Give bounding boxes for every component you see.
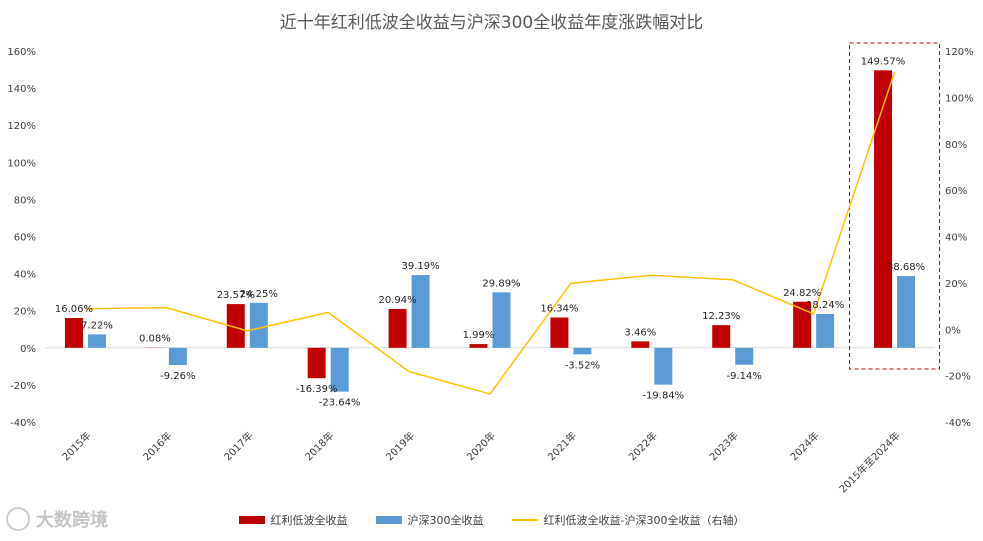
category-tick-label: 2015年至2024年 [836,429,902,495]
right-axis-tick-label: 120% [945,47,974,58]
category-tick-label: 2021年 [545,429,579,463]
category-tick-label: 2017年 [221,429,255,463]
bar-dividend [226,304,245,348]
data-label-dividend: 149.57% [861,56,906,67]
right-axis-tick-label: -20% [945,372,971,383]
bar-dividend [388,308,407,348]
legend-swatch-hs300 [375,516,402,524]
category-tick-label: 2015年 [59,429,93,463]
legend-item-difference: 红利低波全收益-沪深300全收益（右轴） [511,512,745,528]
right-axis-tick-label: 20% [945,279,967,290]
right-axis-tick-label: 60% [945,186,967,197]
data-label-dividend: -16.39% [296,384,338,395]
bar-hs300 [735,347,754,365]
bar-hs300 [249,302,268,348]
bar-hs300 [330,347,349,392]
legend-item-hs300: 沪深300全收益 [375,512,484,528]
data-label-dividend: 1.99% [463,330,495,341]
legend-label-dividend: 红利低波全收益 [270,514,348,527]
right-axis-tick-label: 100% [945,93,974,104]
legend-swatch-difference [511,519,538,521]
data-label-hs300: 24.25% [240,289,278,300]
bar-hs300 [411,275,430,348]
data-label-hs300: -9.26% [160,371,195,382]
left-axis-tick-label: 140% [7,84,36,95]
category-tick-label: 2018年 [302,429,336,463]
left-axis-tick-label: 0% [20,344,36,355]
data-label-dividend: 23.57% [217,290,255,301]
right-axis-tick-label: 0% [945,325,961,336]
bar-dividend [469,344,488,348]
legend-label-hs300: 沪深300全收益 [407,514,484,527]
legend: 红利低波全收益 沪深300全收益 红利低波全收益-沪深300全收益（右轴） [0,512,983,528]
data-label-hs300: 39.19% [402,261,440,272]
watermark-text: 大数跨境 [36,510,108,531]
bar-hs300 [573,347,592,355]
data-label-hs300: 7.22% [81,320,113,331]
bar-dividend [550,317,569,348]
data-label-dividend: 12.23% [702,311,740,322]
data-label-hs300: -3.52% [565,360,600,371]
data-label-dividend: 20.94% [379,295,417,306]
category-tick-label: 2023年 [707,429,741,463]
left-axis-tick-label: 160% [7,47,36,58]
left-axis-tick-label: 100% [7,158,36,169]
bar-hs300 [654,347,673,385]
data-label-dividend: 24.82% [783,288,821,299]
watermark: 大数跨境 [6,506,108,532]
right-axis-tick-label: 80% [945,140,967,151]
legend-item-dividend: 红利低波全收益 [238,512,348,528]
bar-hs300 [87,334,106,348]
category-tick-label: 2020年 [464,429,498,463]
bar-dividend [64,318,83,348]
left-axis-tick-label: -20% [10,381,36,392]
category-tick-label: 2016年 [140,429,174,463]
line-difference [85,71,896,395]
watermark-logo-icon [6,507,30,531]
left-axis-tick-label: 80% [14,195,36,206]
bar-hs300 [168,347,187,365]
data-label-hs300: -23.64% [319,398,361,409]
bar-dividend [874,70,893,348]
data-label-hs300: 18.24% [806,300,844,311]
legend-swatch-dividend [238,516,265,524]
right-axis-tick-label: 40% [945,233,967,244]
bar-hs300 [492,292,511,348]
left-axis-tick-label: 40% [14,270,36,281]
right-axis-tick-label: -40% [945,418,971,429]
data-label-dividend: 0.08% [139,334,171,345]
data-label-hs300: 29.89% [482,278,520,289]
category-tick-label: 2019年 [383,429,417,463]
highlight-box [849,42,941,370]
category-tick-label: 2024年 [787,429,821,463]
data-label-dividend: 16.34% [540,303,578,314]
legend-label-difference: 红利低波全收益-沪深300全收益（右轴） [543,514,745,527]
data-label-hs300: 38.68% [887,262,925,273]
data-label-hs300: -19.84% [642,391,684,402]
category-tick-label: 2022年 [626,429,660,463]
bar-dividend [631,341,650,348]
data-label-dividend: 16.06% [55,304,93,315]
bar-dividend [793,301,812,348]
bar-hs300 [897,276,916,348]
chart-title: 近十年红利低波全收益与沪深300全收益年度涨跌幅对比 [279,13,704,33]
data-label-hs300: -9.14% [727,371,762,382]
left-axis-tick-label: 120% [7,121,36,132]
bar-dividend [712,325,731,348]
left-axis-tick-label: 60% [14,233,36,244]
bar-dividend [307,347,326,379]
bar-hs300 [816,313,835,348]
left-axis-tick-label: 20% [14,307,36,318]
left-axis-tick-label: -40% [10,418,36,429]
data-label-dividend: 3.46% [624,327,656,338]
